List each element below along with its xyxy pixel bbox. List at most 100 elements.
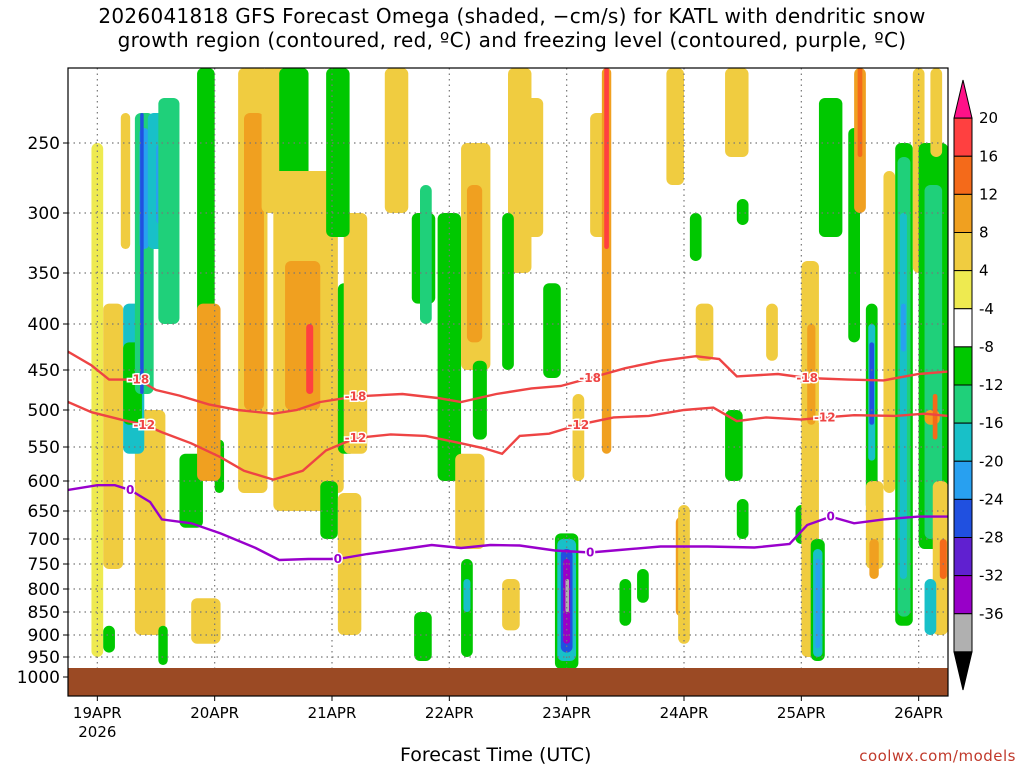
contour-label: -12 — [814, 410, 836, 424]
colorbar-swatch — [953, 232, 973, 272]
omega-cell — [857, 68, 863, 157]
colorbar-max-arrow — [953, 79, 973, 119]
omega-cell — [414, 612, 432, 661]
y-tick-label: 950 — [28, 648, 60, 668]
colorbar-swatch — [953, 613, 973, 653]
colorbar-label: 16 — [979, 147, 998, 165]
omega-cell — [869, 342, 875, 425]
y-tick-label: 650 — [28, 502, 60, 522]
contour-dgz--12 — [68, 400, 948, 481]
omega-cell — [637, 569, 649, 603]
omega-cell — [736, 499, 749, 539]
colorbar-swatch — [953, 460, 973, 500]
omega-cell — [869, 539, 879, 579]
contour-freezing-0 — [68, 484, 948, 562]
omega-cell — [766, 303, 778, 361]
omega-cell — [437, 213, 462, 481]
y-tick-label: 850 — [28, 603, 60, 623]
omega-cell — [695, 303, 714, 361]
colorbar-label: -36 — [979, 605, 1004, 623]
omega-cell — [572, 394, 585, 481]
y-tick-label: 1000 — [17, 668, 60, 688]
omega-cell — [91, 143, 104, 657]
omega-cell — [343, 213, 368, 454]
omega-cell — [197, 68, 215, 378]
y-tick-label: 250 — [28, 134, 60, 154]
contour-label: -18 — [579, 371, 601, 385]
omega-cell — [924, 410, 940, 425]
ground-below-surface — [68, 668, 948, 696]
colorbar-swatch — [953, 308, 973, 348]
omega-cell — [320, 481, 338, 539]
contour-label: 0 — [126, 483, 134, 497]
omega-cell — [463, 579, 471, 612]
x-tick-label: 24APR — [660, 704, 709, 722]
credit-link[interactable]: coolwx.com/models — [859, 747, 1016, 765]
omega-cell — [818, 98, 843, 237]
y-tick-label: 350 — [28, 264, 60, 284]
contour-label: -12 — [345, 431, 367, 445]
omega-shading — [91, 68, 948, 669]
colorbar-swatch — [953, 270, 973, 310]
x-tick-label: 23APR — [542, 704, 591, 722]
colorbar-swatch — [953, 384, 973, 424]
omega-cell — [140, 113, 144, 394]
contour-label: 0 — [826, 510, 834, 524]
omega-cell — [314, 410, 344, 493]
y-tick-label: 800 — [28, 580, 60, 600]
omega-cell — [619, 579, 632, 626]
y-tick-label: 900 — [28, 626, 60, 646]
y-tick-label: 550 — [28, 438, 60, 458]
x-tick-label: 19APR — [73, 704, 122, 722]
colorbar-label: -12 — [979, 376, 1004, 394]
colorbar-label: 12 — [979, 185, 998, 203]
omega-cell — [455, 453, 485, 549]
omega-cell — [565, 579, 570, 612]
omega-cell — [807, 324, 816, 425]
x-tick-label: 22APR — [425, 704, 474, 722]
x-tick-label: 25APR — [777, 704, 826, 722]
contour-label: 0 — [334, 552, 342, 566]
colorbar-label: -4 — [979, 300, 994, 318]
omega-cell — [899, 213, 907, 579]
colorbar-label: -32 — [979, 567, 1004, 585]
contour-label: -12 — [133, 418, 155, 432]
contour-lines: -18 -18 -18 -18 -12 -12 -12 -12 0 0 0 0 — [68, 350, 948, 568]
contour-label: 0 — [586, 546, 594, 560]
omega-cell — [502, 579, 520, 631]
colorbar-swatch — [953, 346, 973, 386]
omega-cell — [191, 598, 221, 644]
x-tick-label: 20APR — [190, 704, 239, 722]
omega-cell — [472, 360, 487, 440]
y-tick-label: 700 — [28, 530, 60, 550]
x-tick-year-label: 2026 — [78, 723, 116, 741]
omega-cell — [120, 113, 131, 249]
omega-cell — [158, 625, 168, 665]
colorbar-min-arrow — [953, 651, 973, 691]
colorbar-swatch — [953, 193, 973, 233]
colorbar-label: 4 — [979, 262, 989, 280]
omega-cell — [924, 579, 937, 635]
y-tick-label: 600 — [28, 472, 60, 492]
omega-cell — [179, 453, 203, 528]
omega-cell — [736, 199, 749, 225]
omega-cell — [930, 68, 943, 157]
y-tick-label: 450 — [28, 361, 60, 381]
colorbar-label: -28 — [979, 529, 1004, 547]
y-axis: 250 300 350 400 450 500 550 600 650 700 750 800 850 9… — [17, 134, 68, 688]
omega-cell — [939, 539, 947, 579]
omega-cell — [502, 213, 514, 370]
omega-cell — [134, 410, 166, 635]
omega-cell — [815, 559, 821, 649]
omega-cell — [279, 68, 309, 185]
y-tick-label: 400 — [28, 315, 60, 335]
y-tick-label: 300 — [28, 204, 60, 224]
omega-cell — [725, 410, 743, 481]
y-tick-label: 500 — [28, 401, 60, 421]
omega-cell — [244, 113, 264, 410]
colorbar-label: -8 — [979, 338, 994, 356]
omega-cell — [525, 98, 544, 237]
plot-frame — [67, 67, 949, 697]
